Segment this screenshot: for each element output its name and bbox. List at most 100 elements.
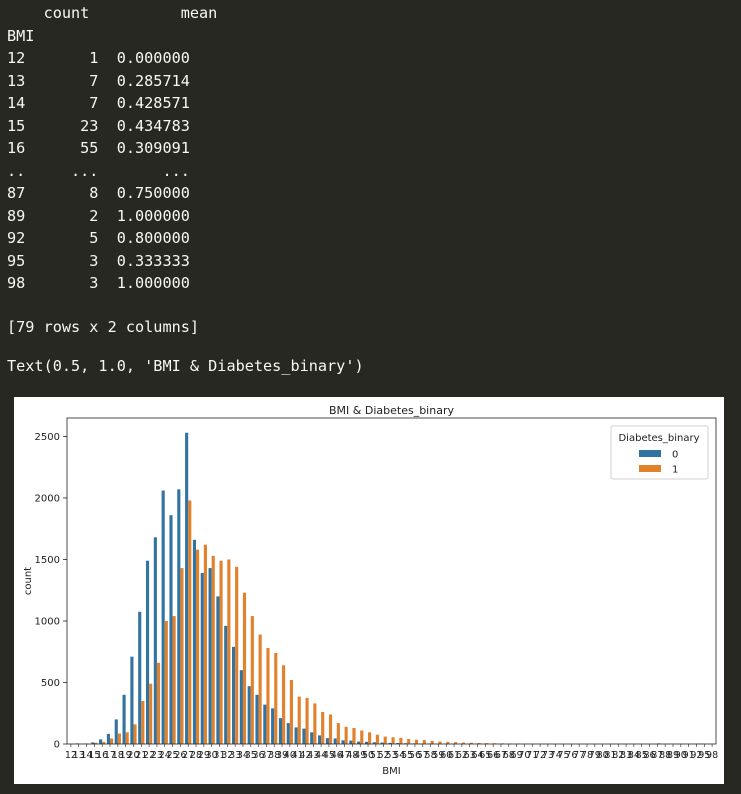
bar-series-1 xyxy=(328,714,333,744)
bar-series-1 xyxy=(469,742,473,744)
x-tick-label: 53 xyxy=(385,750,397,761)
x-tick-label: 91 xyxy=(683,750,695,761)
x-tick-label: 52 xyxy=(378,750,390,761)
bar-series-1 xyxy=(274,652,278,744)
x-tick-label: 29 xyxy=(198,750,210,761)
x-tick-label: 45 xyxy=(323,750,335,761)
bar-series-1 xyxy=(422,740,426,744)
x-tick-label: 18 xyxy=(112,750,124,761)
x-tick-label: 57 xyxy=(417,750,429,761)
x-tick-label: 20 xyxy=(127,750,139,761)
x-tick-label: 15 xyxy=(88,750,100,761)
x-tick-label: 65 xyxy=(479,750,491,761)
x-tick-label: 86 xyxy=(643,750,655,761)
x-tick-label: 44 xyxy=(315,750,327,761)
x-tick-label: 50 xyxy=(362,750,374,761)
bar-series-0 xyxy=(138,611,142,744)
dataframe-table: count mean BMI 12 1 0.000000 13 7 0.285714 1… xyxy=(7,2,217,295)
bar-series-0 xyxy=(396,743,400,744)
bar-series-0 xyxy=(325,738,329,744)
x-tick-label: 13 xyxy=(73,750,85,761)
x-tick-label: 22 xyxy=(143,750,155,761)
table-row: .. ... ... xyxy=(7,161,190,180)
bar-series-1 xyxy=(227,559,231,744)
x-tick-label: 31 xyxy=(213,750,225,761)
bar-series-0 xyxy=(357,741,361,744)
bar-series-0 xyxy=(333,738,337,744)
bar-series-1 xyxy=(383,736,387,744)
table-row: 89 2 1.000000 xyxy=(7,206,190,225)
chart-title: BMI & Diabetes_binary xyxy=(329,404,454,417)
x-tick-label: 24 xyxy=(159,750,171,761)
x-tick-label: 41 xyxy=(292,750,304,761)
x-tick-label: 16 xyxy=(96,750,108,761)
bar-series-0 xyxy=(380,742,384,744)
x-tick-label: 27 xyxy=(182,750,194,761)
bar-series-1 xyxy=(289,680,293,744)
bar-series-1 xyxy=(149,683,153,744)
x-tick-label: 42 xyxy=(299,750,311,761)
x-tick-label: 64 xyxy=(471,750,483,761)
x-tick-label: 87 xyxy=(651,750,663,761)
y-tick-label: 500 xyxy=(41,678,60,689)
bar-series-1 xyxy=(250,616,254,744)
bar-series-1 xyxy=(125,732,129,744)
bar-series-1 xyxy=(438,741,442,744)
x-tick-label: 73 xyxy=(542,750,554,761)
bar-series-1 xyxy=(282,665,286,744)
table-row: 87 8 0.750000 xyxy=(7,184,190,202)
bar-series-0 xyxy=(169,515,173,744)
x-tick-label: 60 xyxy=(440,750,452,761)
x-tick-label: 59 xyxy=(432,750,444,761)
bar-series-1 xyxy=(242,592,247,744)
x-tick-label: 77 xyxy=(573,750,585,761)
bar-series-1 xyxy=(110,738,114,744)
x-axis-label: BMI xyxy=(382,766,400,777)
bar-series-1 xyxy=(360,730,364,744)
bar-chart: 0500100015002000250012131415161718192021… xyxy=(23,404,718,777)
bar-series-1 xyxy=(313,703,317,744)
x-tick-label: 89 xyxy=(667,750,679,761)
bar-series-0 xyxy=(349,740,353,744)
bar-series-1 xyxy=(164,620,168,744)
bar-series-0 xyxy=(145,560,150,744)
y-tick-label: 1000 xyxy=(35,616,60,627)
bar-series-1 xyxy=(375,734,379,744)
x-tick-label: 23 xyxy=(151,750,163,761)
bar-series-0 xyxy=(200,573,204,744)
bar-series-1 xyxy=(305,697,309,744)
x-tick-label: 17 xyxy=(104,750,116,761)
bar-series-0 xyxy=(99,739,103,744)
bar-series-0 xyxy=(294,727,298,744)
x-tick-label: 14 xyxy=(81,750,93,761)
bar-series-0 xyxy=(91,742,95,744)
bar-series-1 xyxy=(196,549,200,744)
x-tick-label: 72 xyxy=(534,750,546,761)
bar-series-0 xyxy=(247,686,251,744)
x-tick-label: 75 xyxy=(557,750,569,761)
x-tick-label: 70 xyxy=(518,750,530,761)
x-tick-label: 28 xyxy=(190,750,202,761)
bar-series-1 xyxy=(344,726,348,744)
table-row: 92 5 0.800000 xyxy=(7,229,190,247)
x-tick-label: 46 xyxy=(331,750,343,761)
x-tick-label: 76 xyxy=(565,750,577,761)
bar-series-1 xyxy=(414,739,419,744)
y-tick-label: 0 xyxy=(54,740,60,751)
bar-series-0 xyxy=(122,694,126,744)
bar-series-0 xyxy=(114,719,118,744)
bar-series-0 xyxy=(255,694,259,744)
x-tick-label: 19 xyxy=(120,750,132,761)
x-tick-label: 43 xyxy=(307,750,319,761)
table-row: 16 55 0.309091 xyxy=(7,139,190,157)
x-tick-label: 35 xyxy=(245,750,257,761)
x-tick-label: 51 xyxy=(370,750,382,761)
bar-series-0 xyxy=(224,625,228,744)
table-row: 14 7 0.428571 xyxy=(7,94,190,112)
x-tick-label: 37 xyxy=(260,750,272,761)
bar-series-0 xyxy=(302,728,306,744)
bar-series-0 xyxy=(231,646,236,744)
x-tick-label: 78 xyxy=(581,750,593,761)
bar-series-1 xyxy=(368,732,372,744)
x-tick-label: 49 xyxy=(354,750,366,761)
